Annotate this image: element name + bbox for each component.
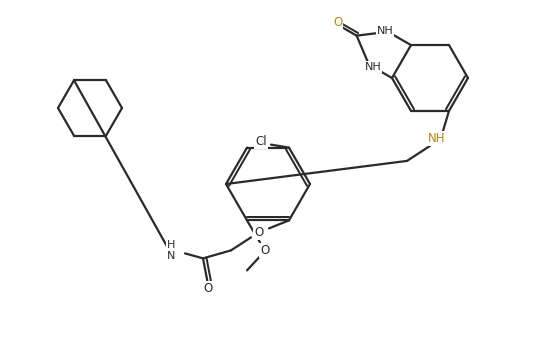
Text: Cl: Cl — [255, 135, 267, 148]
Text: O: O — [260, 244, 270, 257]
Text: O: O — [203, 282, 212, 295]
Text: NH: NH — [365, 62, 382, 72]
Text: O: O — [254, 226, 264, 239]
Text: NH: NH — [428, 132, 446, 145]
Text: H
N: H N — [167, 240, 175, 261]
Text: NH: NH — [377, 26, 393, 36]
Text: O: O — [333, 16, 342, 29]
